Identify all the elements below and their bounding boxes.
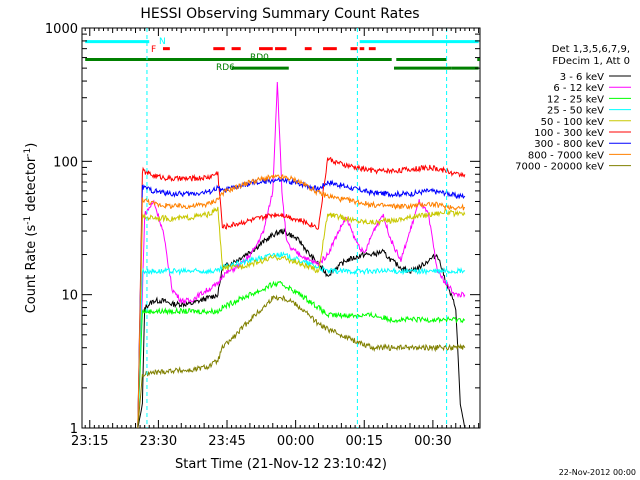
y-axis-label-end: ) (24, 143, 39, 148)
y-axis-label-main: Count Rate (s (24, 225, 39, 314)
chart-title: HESSI Observing Summary Count Rates (140, 6, 419, 22)
y-tick-label-3: 1000 (45, 22, 78, 37)
series-line-5 (137, 156, 466, 429)
cyan-vertical-lines (146, 28, 448, 428)
x-tick-label-2: 23:45 (208, 434, 245, 449)
flag-f-label: F (151, 45, 156, 55)
legend-header-0: Det 1,3,5,6,7,9, (552, 44, 630, 55)
y-tick-label-0: 1 (70, 422, 78, 437)
series-line-6 (137, 176, 466, 429)
x-tick-label-3: 00:00 (277, 434, 314, 449)
x-tick-label-5: 00:30 (414, 434, 451, 449)
legend-label-6: 300 - 800 keV (534, 139, 604, 150)
series-line-7 (137, 174, 465, 429)
legend-label-0: 3 - 6 keV (560, 72, 604, 83)
x-tick-label-1: 23:30 (140, 434, 177, 449)
x-tick-label-0: 23:15 (71, 434, 108, 449)
footer-date: 22-Nov-2012 00:00 (559, 468, 636, 477)
series-line-4 (137, 206, 466, 429)
x-axis-label: Start Time (21-Nov-12 23:10:42) (175, 457, 387, 472)
legend-label-4: 50 - 100 keV (541, 117, 605, 128)
y-axis-label: Count Rate (s-1 detector-1) (23, 143, 39, 314)
legend-label-1: 6 - 12 keV (553, 83, 604, 94)
series-line-0 (137, 227, 466, 429)
series-line-3 (137, 251, 466, 429)
y-axis-label-sup1: -1 (23, 216, 33, 225)
y-axis-label-sup2: -1 (23, 148, 33, 157)
x-axis: 23:15 23:30 23:45 00:00 00:15 00:30 (71, 28, 480, 449)
flag-rd6-label: RD6 (216, 63, 235, 73)
series-line-2 (137, 280, 466, 429)
y-tick-label-2: 100 (53, 155, 78, 170)
legend-label-2: 12 - 25 keV (547, 94, 604, 105)
flag-rd0-label: RD0 (250, 53, 269, 63)
legend-label-8: 7000 - 20000 keV (515, 162, 604, 173)
flag-bars: NF RD0 RD6 (85, 37, 480, 73)
series-lines (137, 81, 466, 429)
plot-frame (81, 27, 481, 429)
legend-header-1: FDecim 1, Att 0 (552, 56, 630, 67)
y-tick-label-1: 10 (61, 289, 78, 304)
series-line-8 (137, 294, 466, 429)
series-line-1 (137, 81, 466, 429)
legend-label-5: 100 - 300 keV (534, 128, 604, 139)
legend: Det 1,3,5,6,7,9,FDecim 1, Att 0 3 - 6 keV… (515, 44, 631, 173)
legend-label-3: 25 - 50 keV (547, 106, 604, 117)
legend-label-7: 800 - 7000 keV (528, 150, 604, 161)
flag-n-label: N (159, 37, 166, 47)
y-axis-label-mid: detector (24, 156, 39, 216)
x-tick-label-4: 00:15 (346, 434, 383, 449)
y-axis: 1 10 100 1000 (45, 22, 480, 437)
